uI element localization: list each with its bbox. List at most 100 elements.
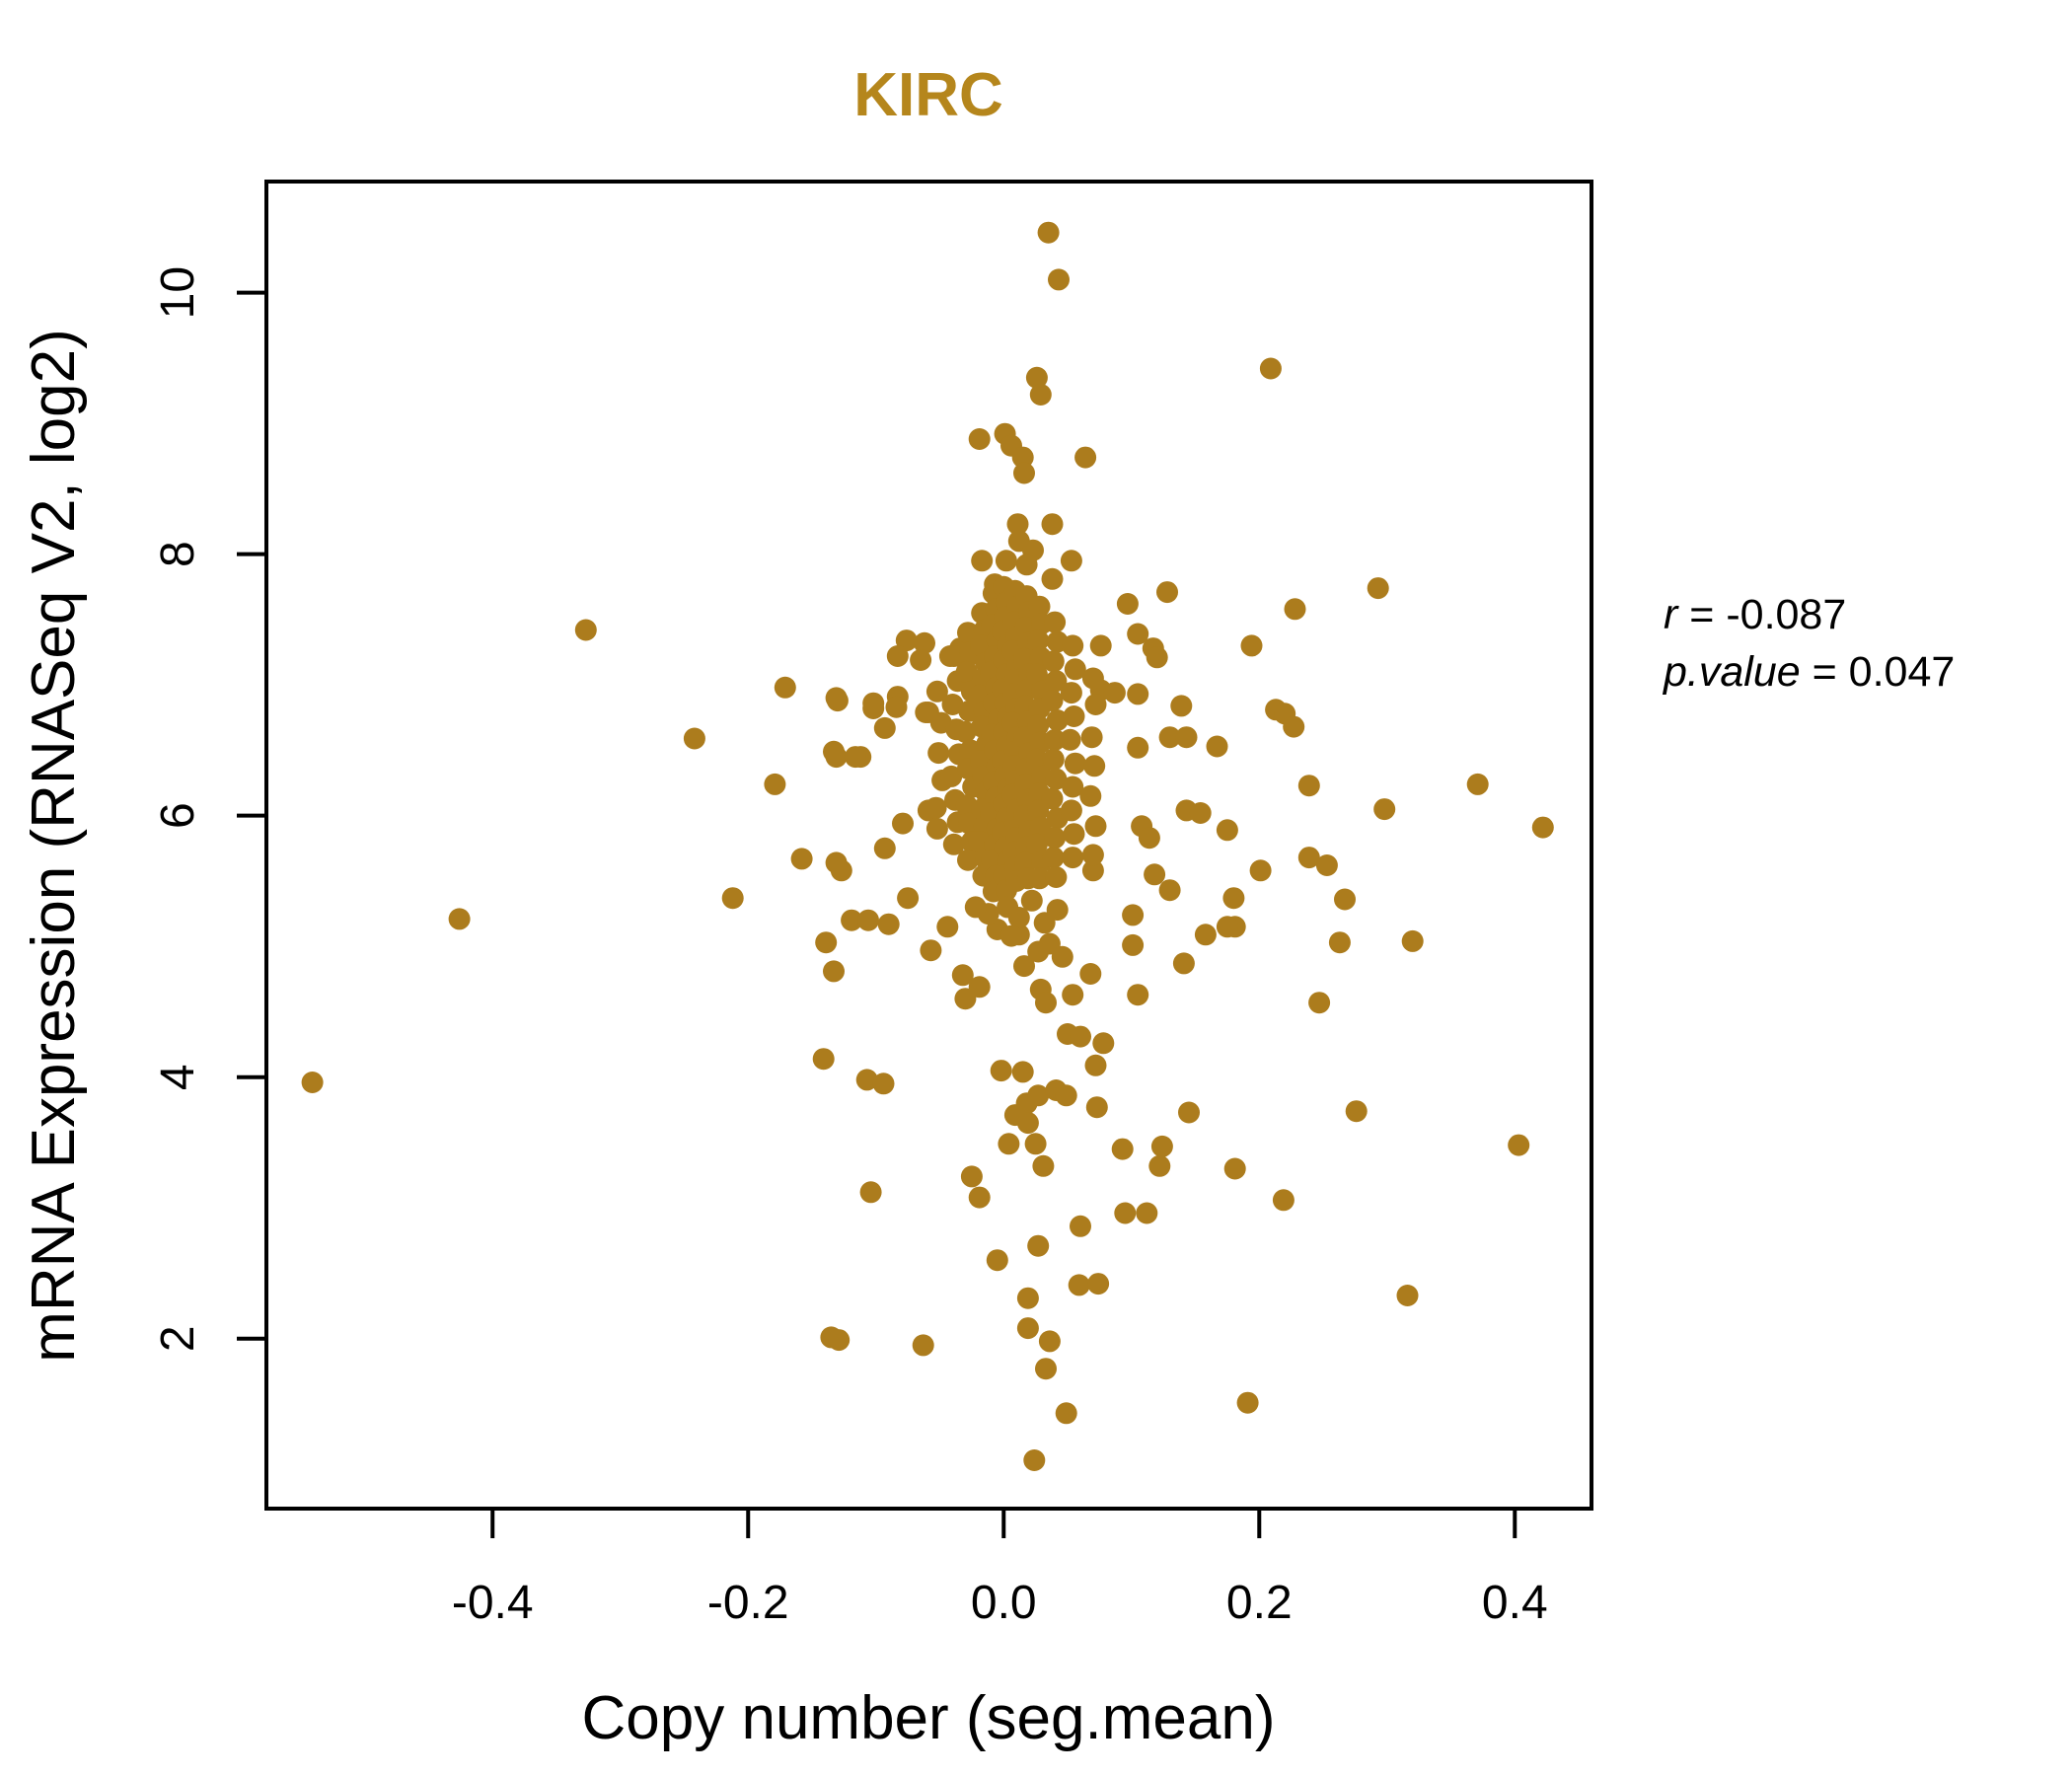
data-point [574, 619, 597, 641]
data-point [1122, 904, 1145, 926]
data-point [1025, 366, 1048, 389]
y-tick-label: 10 [152, 266, 204, 319]
data-point [1396, 1285, 1419, 1306]
data-point [1127, 623, 1149, 645]
y-axis-title: mRNA Expression (RNASeq V2, log2) [20, 329, 88, 1363]
data-point [1045, 768, 1068, 790]
data-point [1016, 1317, 1039, 1340]
x-axis-title: Copy number (seg.mean) [582, 1684, 1276, 1752]
data-point [1042, 748, 1065, 771]
data-point [1055, 1402, 1077, 1425]
data-point [936, 916, 959, 938]
data-point [872, 1073, 895, 1095]
data-point [1041, 513, 1064, 536]
data-point [1027, 1084, 1050, 1107]
data-point [1345, 1100, 1368, 1123]
data-point [1016, 1287, 1039, 1309]
data-point [1079, 784, 1102, 807]
data-point [764, 773, 786, 795]
data-point [1032, 1154, 1055, 1177]
data-point [912, 1334, 934, 1357]
data-point [1116, 593, 1139, 615]
data-point [1041, 567, 1064, 590]
data-point [1037, 221, 1060, 244]
data-point [1081, 844, 1104, 866]
data-point [986, 1249, 1008, 1272]
data-point [774, 676, 796, 699]
data-point [823, 740, 845, 763]
data-point [1070, 1215, 1091, 1237]
data-point [910, 649, 932, 671]
data-point [892, 812, 914, 835]
data-point [914, 631, 935, 654]
data-point [1367, 577, 1389, 600]
data-point [1297, 775, 1320, 797]
data-point [1297, 847, 1320, 869]
annotation-pvalue: p.value = 0.047 [1662, 648, 1955, 696]
data-point [1084, 815, 1107, 838]
data-point [1249, 859, 1272, 882]
data-point [1028, 867, 1051, 890]
x-axis-ticks: -0.4 -0.2 0.0 0.2 0.4 [452, 1509, 1548, 1629]
data-point [823, 960, 845, 983]
data-point [1042, 847, 1065, 869]
annotation-r-value: = -0.087 [1677, 591, 1846, 638]
data-point [1178, 1101, 1200, 1124]
data-point [1144, 863, 1166, 886]
data-point [1048, 268, 1070, 291]
data-point [1308, 992, 1331, 1014]
data-point [857, 909, 879, 931]
y-tick-label: 2 [152, 1325, 204, 1352]
data-point [1007, 907, 1030, 928]
data-point [1103, 682, 1126, 704]
data-point [1062, 984, 1084, 1006]
data-point [1189, 802, 1212, 824]
data-point [1062, 847, 1084, 869]
data-point [1060, 550, 1082, 572]
data-point [1015, 554, 1038, 576]
data-point [1085, 1096, 1108, 1119]
data-point [1045, 670, 1068, 693]
data-point [812, 1048, 835, 1071]
data-point [925, 680, 948, 703]
data-point [1063, 705, 1085, 727]
data-point [1092, 1032, 1115, 1055]
x-tick-label: -0.4 [452, 1577, 534, 1629]
data-point [1466, 773, 1489, 795]
data-point [1315, 854, 1338, 876]
data-point [1236, 1391, 1259, 1414]
data-point [1206, 735, 1228, 758]
chart-title: KIRC [853, 61, 1003, 129]
data-point [1027, 714, 1050, 737]
data-point [855, 1069, 878, 1091]
data-point [1283, 715, 1305, 738]
data-point [1172, 952, 1195, 975]
data-point [1041, 787, 1064, 810]
data-point [1222, 887, 1245, 910]
data-point [1023, 1449, 1046, 1471]
data-point [957, 849, 979, 871]
annotation-r: r = -0.087 [1664, 591, 1846, 638]
data-point [1401, 929, 1424, 952]
data-point [873, 837, 896, 859]
data-point [968, 428, 991, 450]
data-point [1508, 1134, 1530, 1156]
y-tick-label: 6 [152, 802, 204, 829]
data-point [1000, 925, 1022, 947]
data-point [1272, 1189, 1295, 1212]
data-point [1079, 963, 1102, 985]
data-point [954, 988, 977, 1010]
data-point [1084, 694, 1107, 715]
data-point [859, 1181, 882, 1204]
data-point [1016, 1112, 1039, 1135]
data-point [1114, 1202, 1137, 1224]
annotation-pvalue-label: p.value [1662, 648, 1801, 696]
data-point [1035, 992, 1057, 1014]
data-point [920, 939, 942, 962]
data-point [940, 765, 963, 787]
data-point [790, 848, 813, 870]
data-point [1175, 726, 1198, 749]
data-point [971, 550, 994, 572]
